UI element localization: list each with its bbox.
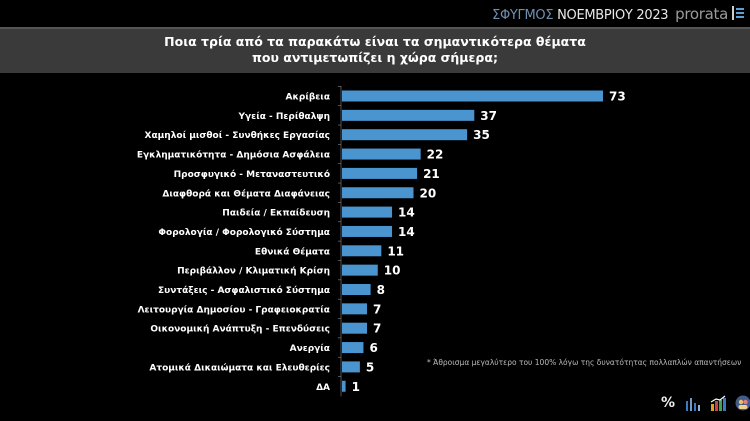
category-label: Ακρίβεια bbox=[286, 92, 330, 103]
category-label: Οικονομική Ανάπτυξη - Επενδύσεις bbox=[150, 325, 330, 335]
bar bbox=[342, 129, 468, 141]
value-label: 37 bbox=[480, 109, 497, 123]
bar bbox=[342, 303, 368, 315]
bar bbox=[342, 90, 603, 102]
category-label: Φορολογία / Φορολογικό Σύστημα bbox=[158, 227, 330, 238]
category-label: Λειτουργία Δημοσίου - Γραφειοκρατία bbox=[138, 304, 330, 315]
bar bbox=[342, 187, 414, 199]
bar bbox=[342, 284, 371, 295]
value-label: 20 bbox=[420, 186, 437, 200]
title-band: Ποια τρία από τα παρακάτω είναι τα σημαν… bbox=[0, 27, 750, 73]
value-label: 14 bbox=[398, 206, 415, 220]
bar bbox=[342, 167, 418, 179]
bar bbox=[342, 109, 475, 121]
value-label: 14 bbox=[398, 225, 415, 239]
value-label: 1 bbox=[352, 380, 360, 394]
brand-period: ΝΟΕΜΒΡΙΟΥ 2023 bbox=[557, 8, 669, 23]
bar bbox=[342, 245, 382, 257]
bar bbox=[342, 206, 393, 218]
bar bbox=[342, 361, 360, 373]
chart-title: Ποια τρία από τα παρακάτω είναι τα σημαν… bbox=[0, 34, 750, 66]
value-label: 7 bbox=[373, 302, 381, 316]
value-label: 8 bbox=[377, 283, 385, 297]
value-label: 73 bbox=[609, 90, 626, 104]
value-label: 21 bbox=[423, 167, 440, 181]
bar-chart-icon bbox=[685, 395, 701, 411]
brand-survey-name: ΣΦΥΓΜΟΣ bbox=[492, 8, 554, 23]
value-label: 10 bbox=[384, 264, 401, 278]
brand: ΣΦΥΓΜΟΣ ΝΟΕΜΒΡΙΟΥ 2023 prorata bbox=[492, 5, 728, 23]
category-label: Ανεργία bbox=[290, 343, 330, 354]
category-label: Εγκληματικότητα - Δημόσια Ασφάλεια bbox=[137, 150, 330, 161]
chart-title-line-2: που αντιμετωπίζει η χώρα σήμερα; bbox=[252, 50, 498, 65]
percent-icon: % bbox=[660, 395, 676, 411]
bar bbox=[342, 342, 364, 354]
value-label: 11 bbox=[387, 244, 404, 258]
category-label: Υγεία - Περίθαλψη bbox=[238, 111, 330, 122]
bar bbox=[342, 380, 346, 392]
value-label: 35 bbox=[473, 128, 490, 142]
value-label: 7 bbox=[373, 322, 381, 336]
footer-icons: % bbox=[660, 395, 750, 411]
category-label: Παιδεία / Εκπαίδευση bbox=[222, 208, 330, 219]
category-label: ΔΑ bbox=[316, 383, 330, 393]
brand-logo-text: prorata bbox=[675, 5, 728, 23]
category-label: Διαφθορά και Θέματα Διαφάνειας bbox=[162, 188, 330, 199]
bar bbox=[342, 148, 421, 160]
bar bbox=[342, 322, 368, 334]
people-icon bbox=[735, 395, 750, 411]
value-label: 6 bbox=[369, 341, 377, 355]
category-label: Εθνικά Θέματα bbox=[255, 246, 330, 257]
category-label: Χαμηλοί μισθοί - Συνθήκες Εργασίας bbox=[145, 130, 330, 141]
category-label: Συντάξεις - Ασφαλιστικό Σύστημα bbox=[158, 285, 330, 296]
value-label: 5 bbox=[366, 360, 374, 374]
bar bbox=[342, 264, 378, 276]
prorata-logo-icon bbox=[732, 6, 744, 20]
category-label: Προσφυγικό - Μεταναστευτικό bbox=[174, 169, 330, 180]
footnote: * Άθροισμα μεγαλύτερο του 100% λόγω της … bbox=[427, 358, 742, 367]
growth-chart-icon bbox=[710, 395, 726, 411]
category-label: Περιβάλλον / Κλιματική Κρίση bbox=[177, 266, 330, 277]
bar bbox=[342, 225, 393, 237]
chart-title-line-1: Ποια τρία από τα παρακάτω είναι τα σημαν… bbox=[164, 34, 586, 49]
top-bar: ΣΦΥΓΜΟΣ ΝΟΕΜΒΡΙΟΥ 2023 prorata bbox=[0, 0, 750, 27]
category-label: Ατομικά Δικαιώματα και Ελευθερίες bbox=[149, 362, 330, 373]
value-label: 22 bbox=[427, 148, 444, 162]
